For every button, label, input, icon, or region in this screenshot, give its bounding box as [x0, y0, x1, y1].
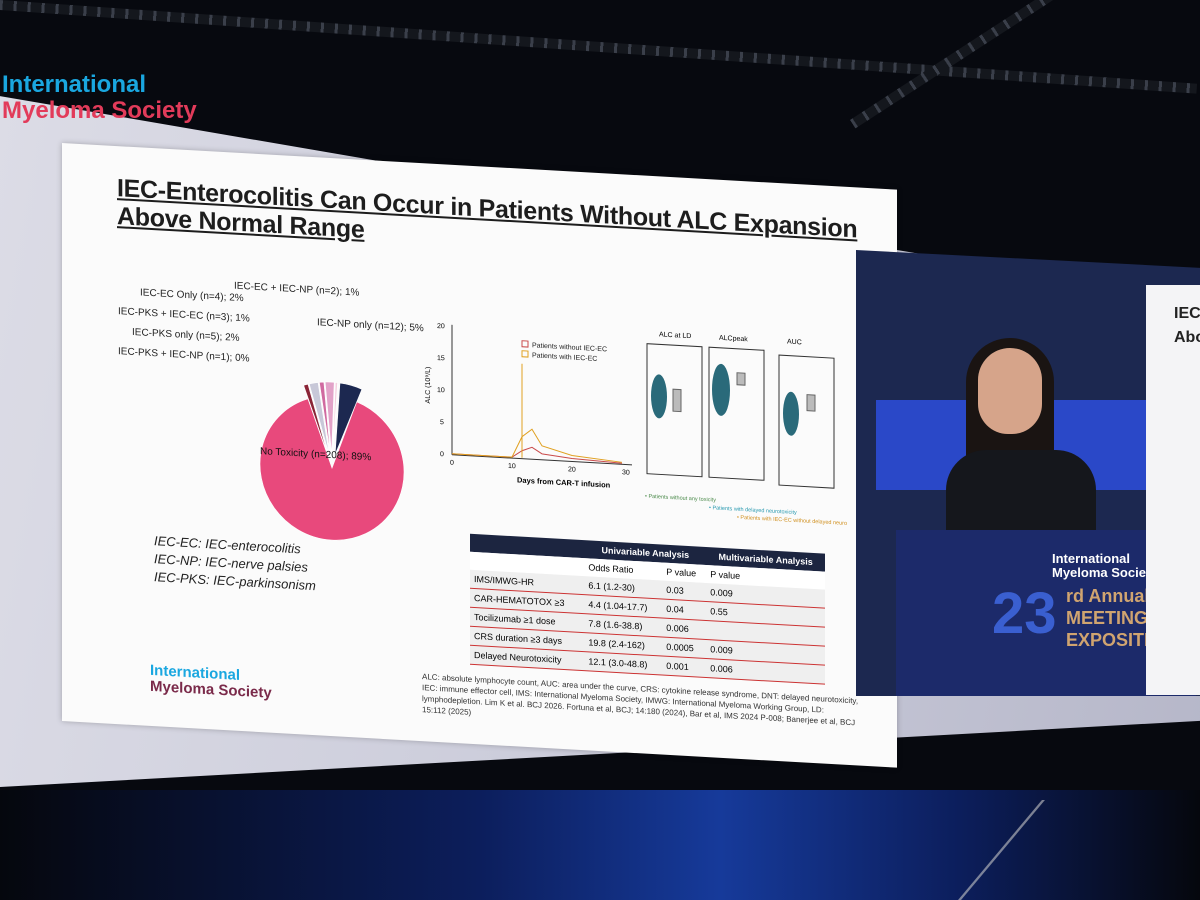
pie-slice [334, 382, 363, 455]
box-plots: ALC at LD ALCpeak AUC • Patients without… [645, 331, 847, 527]
slide-logo: International Myeloma Society [150, 662, 272, 702]
x-tick-0: 0 [450, 460, 454, 467]
podium-event-line1: rd Annual [1066, 586, 1150, 606]
pie-label-pks-only: IEC-PKS only (n=5); 2% [132, 326, 240, 344]
table-cell: 0.03 [662, 580, 707, 602]
series-with-iec-ec [452, 428, 623, 463]
right-slide-partial: IEC Abo [1146, 285, 1200, 695]
podium-logo-line2: Myeloma Society [1052, 565, 1158, 580]
y-tick-0: 0 [440, 451, 444, 458]
podium-logo: International Myeloma Society [1052, 552, 1158, 580]
dots-peak [712, 363, 730, 416]
series-without-iec-ec [452, 446, 623, 464]
pie-label-np-only: IEC-NP only (n=12); 5% [317, 317, 424, 335]
box-title-peak: ALCpeak [719, 335, 748, 344]
x-tick-3: 30 [622, 469, 630, 476]
box-legend-3: • Patients with IEC-EC without delayed n… [737, 515, 847, 527]
box-panel-ld [646, 343, 703, 478]
box-auc [806, 394, 816, 412]
box-legend-2: • Patients with delayed neurotoxicity [709, 505, 797, 516]
screen-logo: International Myeloma Society [2, 72, 197, 124]
box-title-auc: AUC [787, 339, 802, 347]
legend-series-1: Patients without IEC-EC [532, 342, 607, 353]
speaker-video-feed: International Myeloma Society 23 rd Annu… [856, 250, 1200, 696]
table-cell: 0.0005 [662, 637, 707, 659]
y-tick-3: 15 [437, 355, 445, 362]
alc-line-chart: Patients without IEC-EC Patients with IE… [425, 323, 632, 490]
x-tick-2: 20 [568, 466, 576, 473]
screen-logo-line1: International [2, 71, 147, 98]
legend-series-2: Patients with IEC-EC [532, 352, 597, 363]
table-cell: 12.1 (3.0-48.8) [584, 651, 663, 676]
slide-title: IEC-Enterocolitis Can Occur in Patients … [117, 174, 857, 271]
legend-marker-1 [521, 340, 529, 348]
legend-marker-2 [521, 350, 529, 358]
stage-floor [0, 790, 1200, 900]
y-tick-1: 5 [440, 419, 444, 426]
screen-logo-line2: Myeloma Society [2, 97, 197, 124]
presentation-slide: IEC-Enterocolitis Can Occur in Patients … [62, 143, 897, 768]
pie-slice [259, 398, 405, 541]
table-cell: 0.006 [662, 618, 707, 640]
odds-ratio-table: Univariable Analysis Multivariable Analy… [470, 533, 825, 685]
box-title-ld: ALC at LD [659, 331, 691, 340]
pie-label-ec-np: IEC-EC + IEC-NP (n=2); 1% [234, 280, 360, 299]
podium-event-line2: MEETING & [1066, 608, 1167, 628]
speaker-face [978, 348, 1042, 434]
table-cell: 0.04 [662, 599, 707, 621]
pie-slice [303, 383, 329, 455]
dots-ld [651, 374, 667, 419]
box-legend-1: • Patients without any toxicity [645, 494, 716, 504]
line-chart-ylabel: ALC (10⁹/L) [425, 366, 432, 403]
pie-slice [319, 381, 331, 455]
box-panel-peak [708, 346, 765, 481]
box-ld [672, 388, 682, 413]
line-chart-x-axis [452, 454, 632, 466]
pie-slice [332, 382, 338, 455]
toxicity-pie-chart [259, 381, 405, 541]
pie-slice [308, 382, 330, 455]
box-peak [736, 372, 746, 386]
table-cell: 0.001 [662, 656, 707, 678]
y-tick-4: 20 [437, 323, 445, 330]
right-slide-line2: Abo [1174, 329, 1200, 346]
podium-logo-line1: International [1052, 551, 1131, 566]
line-chart-xlabel: Days from CAR-T infusion [517, 475, 611, 489]
podium-23: 23 [992, 581, 1057, 646]
pie-label-pks-ec: IEC-PKS + IEC-EC (n=3); 1% [118, 306, 250, 325]
x-tick-1: 10 [508, 463, 516, 470]
pie-label-ec-only: IEC-EC Only (n=4); 2% [140, 287, 244, 305]
y-tick-2: 10 [437, 387, 445, 394]
dots-auc [783, 391, 799, 436]
right-slide-line1: IEC [1174, 305, 1200, 322]
pie-slice [324, 381, 335, 455]
box-panel-auc [778, 354, 835, 489]
